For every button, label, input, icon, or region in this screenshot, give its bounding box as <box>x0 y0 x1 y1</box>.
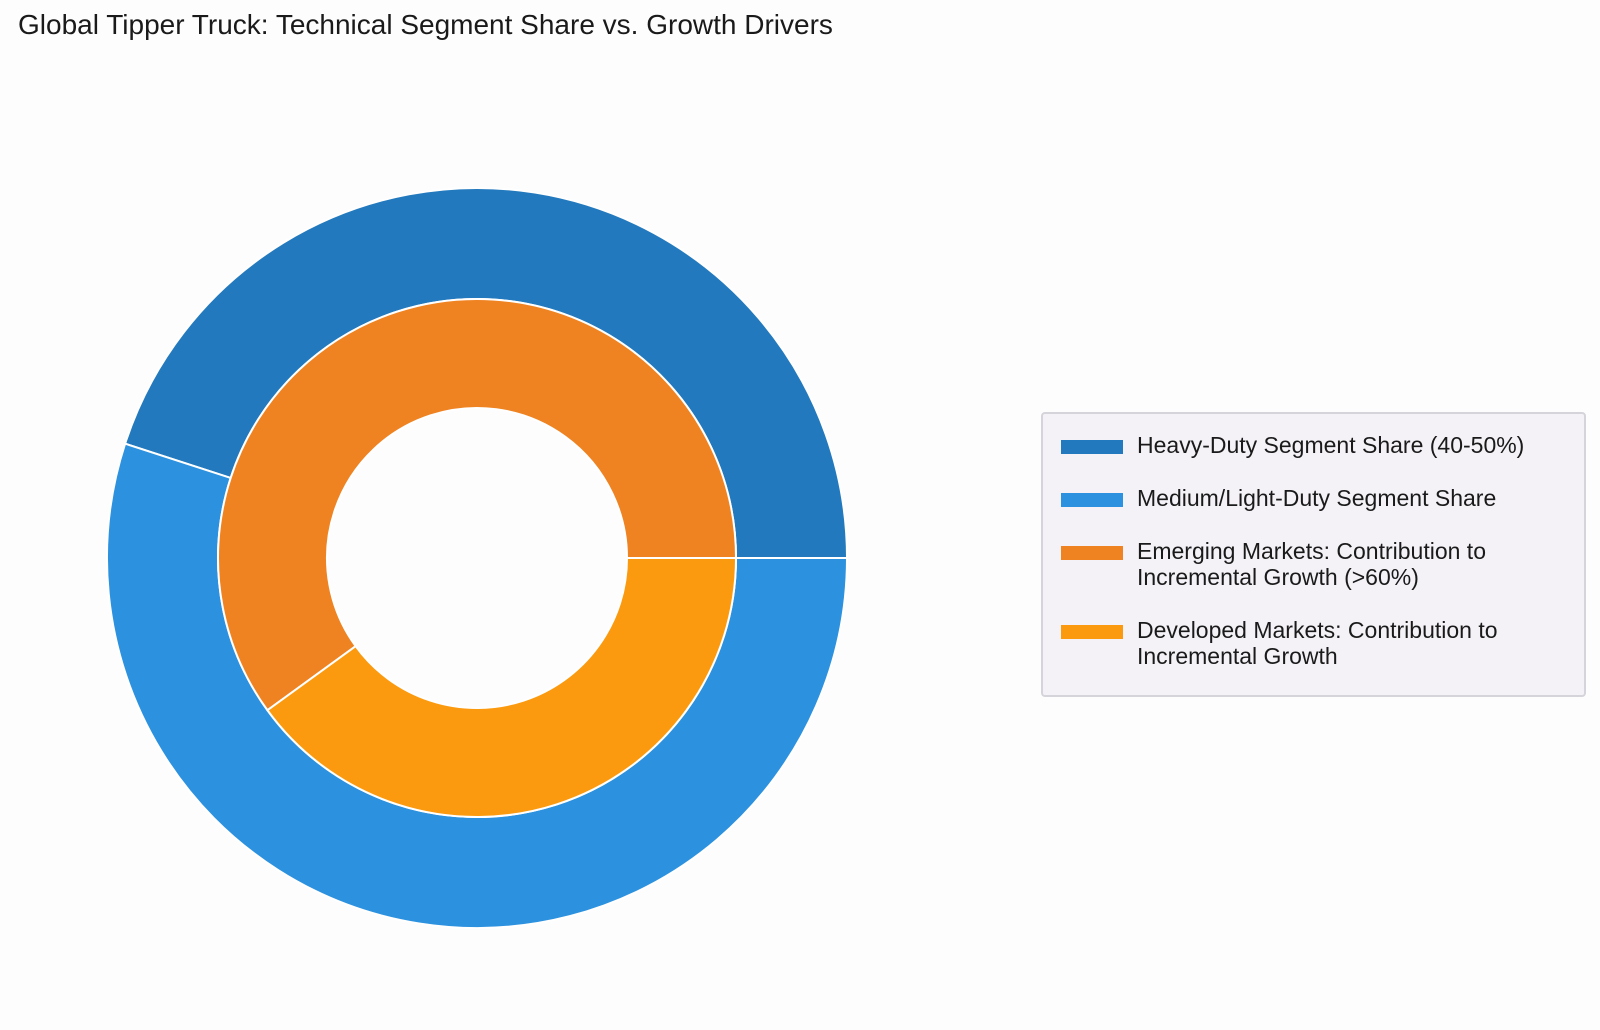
legend: Heavy-Duty Segment Share (40-50%) Medium… <box>1041 412 1586 697</box>
legend-item-emerging-markets: Emerging Markets: Contribution to Increm… <box>1061 538 1566 617</box>
legend-label: Developed Markets: Contribution to Incre… <box>1137 617 1498 669</box>
legend-swatch <box>1061 546 1123 560</box>
legend-label: Medium/Light-Duty Segment Share <box>1137 485 1497 511</box>
legend-swatch <box>1061 493 1123 507</box>
legend-item-medium-light-duty: Medium/Light-Duty Segment Share <box>1061 485 1566 538</box>
legend-swatch <box>1061 440 1123 454</box>
legend-label: Emerging Markets: Contribution to Increm… <box>1137 538 1486 590</box>
legend-item-heavy-duty: Heavy-Duty Segment Share (40-50%) <box>1061 432 1566 485</box>
legend-item-developed-markets: Developed Markets: Contribution to Incre… <box>1061 617 1566 677</box>
inner-ring-slice-1 <box>266 557 738 818</box>
chart-title: Global Tipper Truck: Technical Segment S… <box>18 9 833 40</box>
inner-ring-slice-0 <box>217 298 738 712</box>
legend-swatch <box>1061 625 1123 639</box>
legend-label: Heavy-Duty Segment Share (40-50%) <box>1137 432 1525 458</box>
